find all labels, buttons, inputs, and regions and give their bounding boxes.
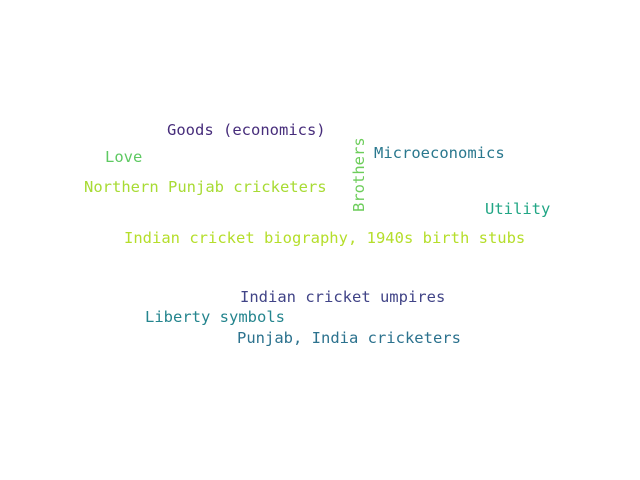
word-punjab-india-cricketers: Punjab, India cricketers <box>237 329 461 347</box>
word-liberty-symbols: Liberty symbols <box>145 308 285 326</box>
word-indian-cricket-umpires: Indian cricket umpires <box>240 288 446 306</box>
word-goods-economics: Goods (economics) <box>167 121 326 139</box>
word-northern-punjab-cricketers: Northern Punjab cricketers <box>84 178 327 196</box>
word-utility: Utility <box>485 200 551 218</box>
word-microeconomics: Microeconomics <box>374 144 505 162</box>
word-brothers: Brothers <box>350 137 368 212</box>
word-love: Love <box>105 148 143 166</box>
word-indian-cricket-biography: Indian cricket biography, 1940s birth st… <box>124 229 526 247</box>
